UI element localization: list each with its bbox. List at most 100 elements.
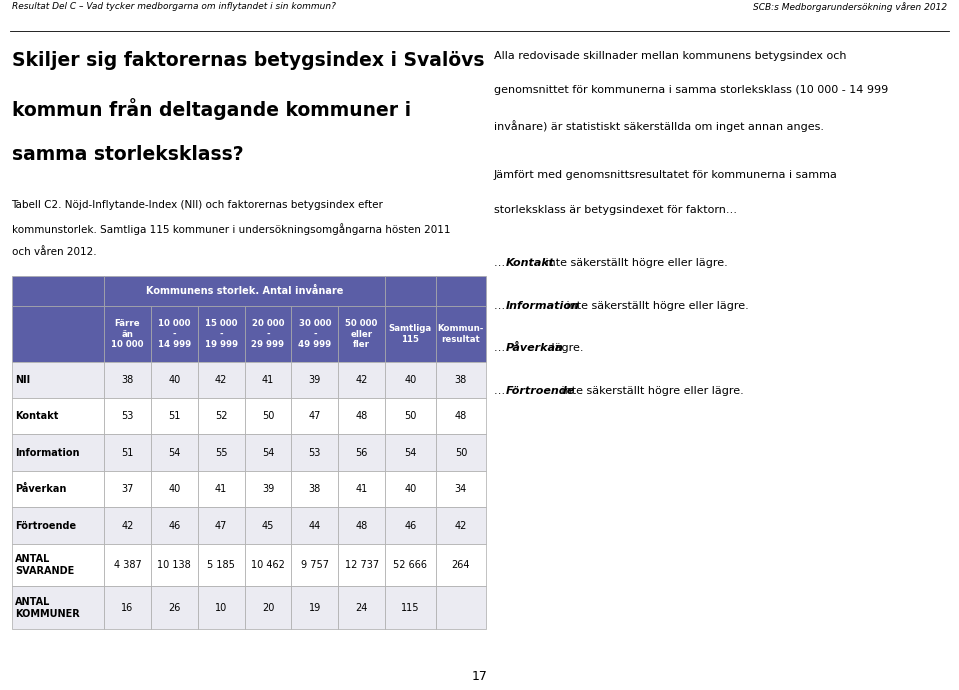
Text: 40: 40: [405, 375, 416, 385]
Bar: [245, 435, 292, 471]
Text: 24: 24: [356, 603, 368, 613]
Bar: [339, 471, 386, 507]
Bar: [105, 306, 151, 362]
Bar: [151, 471, 198, 507]
Bar: [292, 435, 339, 471]
Bar: [198, 362, 245, 398]
Text: 42: 42: [121, 520, 133, 531]
Text: Förtroende: Förtroende: [15, 520, 77, 531]
Text: 38: 38: [455, 375, 467, 385]
Text: 42: 42: [215, 375, 227, 385]
Text: 264: 264: [452, 560, 470, 570]
Bar: [245, 544, 292, 586]
Bar: [198, 507, 245, 544]
Text: Skiljer sig faktorernas betygsindex i Svalövs: Skiljer sig faktorernas betygsindex i Sv…: [12, 51, 484, 70]
Text: Samtliga
115: Samtliga 115: [388, 324, 432, 344]
Text: 46: 46: [405, 520, 416, 531]
Text: 50: 50: [404, 411, 416, 422]
Bar: [198, 586, 245, 629]
Bar: [12, 398, 105, 435]
Text: 26: 26: [168, 603, 180, 613]
Bar: [386, 398, 435, 435]
Text: 34: 34: [455, 484, 467, 494]
Text: Förtroende: Förtroende: [505, 386, 575, 396]
Text: … Påverkan: … Påverkan: [494, 344, 567, 353]
Bar: [12, 362, 105, 398]
Bar: [386, 435, 435, 471]
Bar: [198, 306, 245, 362]
Text: 40: 40: [168, 484, 180, 494]
Text: 41: 41: [356, 484, 367, 494]
Bar: [386, 306, 435, 362]
Text: Kommun-
resultat: Kommun- resultat: [437, 324, 484, 344]
Bar: [151, 435, 198, 471]
Bar: [12, 435, 105, 471]
Text: invånare) är statistiskt säkerställda om inget annan anges.: invånare) är statistiskt säkerställda om…: [494, 120, 824, 132]
Bar: [151, 586, 198, 629]
Text: inte säkerställt högre eller lägre.: inte säkerställt högre eller lägre.: [563, 301, 749, 310]
Text: … Förtroende: … Förtroende: [494, 386, 578, 396]
Text: … Information: … Information: [494, 301, 583, 310]
Text: 51: 51: [121, 448, 133, 457]
Bar: [339, 544, 386, 586]
Bar: [435, 507, 486, 544]
Text: kommun från deltagande kommuner i: kommun från deltagande kommuner i: [12, 98, 410, 120]
Bar: [12, 471, 105, 507]
Text: Information: Information: [15, 448, 80, 457]
Bar: [292, 306, 339, 362]
Text: 5 185: 5 185: [207, 560, 235, 570]
Bar: [435, 435, 486, 471]
Bar: [151, 306, 198, 362]
Text: 44: 44: [309, 520, 321, 531]
Bar: [12, 276, 105, 306]
Bar: [339, 306, 386, 362]
Bar: [339, 435, 386, 471]
Text: 42: 42: [356, 375, 368, 385]
Text: 48: 48: [356, 411, 367, 422]
Text: kommunstorlek. Samtliga 115 kommuner i undersökningsomgångarna hösten 2011: kommunstorlek. Samtliga 115 kommuner i u…: [12, 224, 450, 235]
Bar: [292, 544, 339, 586]
Text: Kontakt: Kontakt: [505, 258, 555, 268]
Bar: [105, 435, 151, 471]
Text: 17: 17: [472, 670, 487, 682]
Bar: [198, 544, 245, 586]
Text: Kommunens storlek. Antal invånare: Kommunens storlek. Antal invånare: [146, 286, 343, 296]
Bar: [339, 362, 386, 398]
Bar: [292, 586, 339, 629]
Text: genomsnittet för kommunerna i samma storleksklass (10 000 - 14 999: genomsnittet för kommunerna i samma stor…: [494, 86, 888, 95]
Text: 20 000
-
29 999: 20 000 - 29 999: [251, 319, 285, 349]
Bar: [339, 507, 386, 544]
Bar: [435, 306, 486, 362]
Text: 47: 47: [215, 520, 227, 531]
Bar: [386, 362, 435, 398]
Bar: [245, 398, 292, 435]
Bar: [292, 398, 339, 435]
Text: SCB:s Medborgarundersökning våren 2012: SCB:s Medborgarundersökning våren 2012: [754, 2, 947, 12]
Bar: [292, 471, 339, 507]
Text: 48: 48: [356, 520, 367, 531]
Text: …: …: [494, 386, 508, 396]
Text: 53: 53: [309, 448, 321, 457]
Bar: [435, 471, 486, 507]
Text: 45: 45: [262, 520, 274, 531]
Bar: [386, 507, 435, 544]
Bar: [198, 471, 245, 507]
Bar: [435, 276, 486, 306]
Text: 46: 46: [168, 520, 180, 531]
Text: Påverkan: Påverkan: [15, 484, 67, 494]
Text: och våren 2012.: och våren 2012.: [12, 247, 96, 257]
Text: 54: 54: [404, 448, 416, 457]
Bar: [105, 398, 151, 435]
Text: Påverkan: Påverkan: [505, 344, 564, 353]
Bar: [105, 586, 151, 629]
Text: 37: 37: [121, 484, 133, 494]
Bar: [245, 362, 292, 398]
Text: 53: 53: [121, 411, 133, 422]
Text: 10: 10: [215, 603, 227, 613]
Text: Resultat Del C – Vad tycker medborgarna om inflytandet i sin kommun?: Resultat Del C – Vad tycker medborgarna …: [12, 2, 336, 11]
Bar: [151, 507, 198, 544]
Text: 4 387: 4 387: [113, 560, 141, 570]
Bar: [292, 362, 339, 398]
Text: 56: 56: [356, 448, 368, 457]
Bar: [151, 544, 198, 586]
